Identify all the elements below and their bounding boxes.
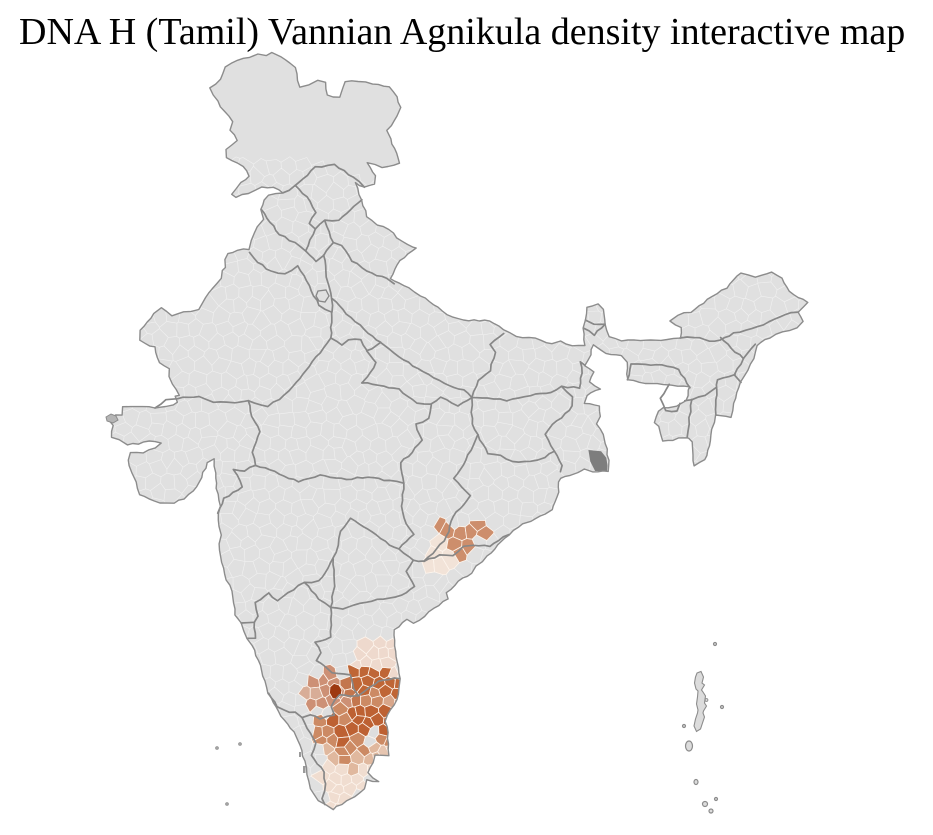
svg-text:DNA H (Tamil) Vannian Agnikula: DNA H (Tamil) Vannian Agnikula density i… (19, 11, 905, 53)
